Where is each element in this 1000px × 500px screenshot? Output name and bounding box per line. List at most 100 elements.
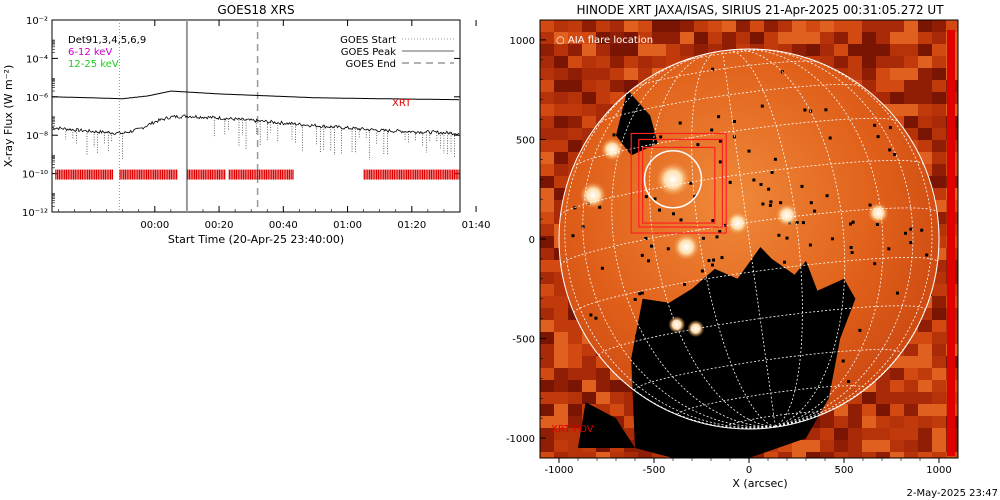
goes-short-channel-line [52,114,460,136]
goes-ytick-label: 10⁻¹² [22,208,48,219]
xrt-pixel-block [540,344,554,356]
xrt-pixel-block [764,32,778,44]
dark-pixel [849,222,852,226]
xrt-pixel-block [554,164,568,176]
dark-pixel [904,231,907,235]
xrt-observation-tick [208,169,210,180]
xrt-pixel-block [932,296,946,308]
xrt-observation-tick [135,169,137,180]
xrt-observation-tick [375,169,378,180]
xrt-observation-tick [420,169,422,180]
goes-long-channel-line [52,90,459,101]
xrt-observation-tick [377,169,380,180]
xrt-pixel-block [890,416,904,428]
xrt-pixel-block [820,44,834,56]
xrt-pixel-block [918,68,932,80]
xrt-pixel-block [834,44,848,56]
xrt-observation-tick [381,169,383,180]
xrt-pixel-block [918,116,932,128]
xrt-pixel-block [848,56,862,68]
xrt-pixel-block [610,32,624,44]
xrt-pixel-block [932,176,946,188]
xrt-observation-tick [199,169,201,180]
xrt-pixel-block [568,104,582,116]
dark-pixel [697,288,701,292]
dark-pixel [696,143,700,147]
xrt-observation-tick [244,169,246,180]
dark-pixel [653,197,657,201]
xrt-pixel-block [778,20,792,32]
xrt-pixel-block [638,56,652,68]
xrt-observation-tick [144,169,146,180]
dark-pixel [834,296,838,300]
xrt-ytick-label: -500 [512,335,535,346]
xrt-pixel-block [652,20,666,32]
xrt-pixel-block [554,296,568,308]
xrt-pixel-block [582,80,596,92]
dark-pixel [896,291,899,295]
xrt-pixel-block [876,56,890,68]
xrt-observation-tick [102,169,105,180]
xrt-pixel-block [904,92,918,104]
dark-pixel [909,241,913,245]
xrt-observation-tick [133,169,135,180]
xrt-observation-tick [174,169,176,180]
xrt-pixel-block [820,440,834,452]
xrt-pixel-block [568,140,582,152]
dark-pixel [773,157,777,161]
coronal-hole [571,67,929,458]
xrt-observation-tick [206,169,208,180]
xrt-pixel-block [918,92,932,104]
xrt-observation-tick [446,169,448,180]
xrt-pixel-block [904,116,918,128]
xrt-pixel-block [540,56,554,68]
dark-pixel [873,262,877,266]
xrt-pixel-block [596,20,610,32]
xrt-observation-tick [158,169,160,180]
xrt-pixel-block [540,284,554,296]
active-region [600,138,624,161]
xrt-observation-tick [265,169,268,180]
dark-pixel [793,395,797,399]
xrt-observation-tick [85,169,87,180]
xrt-observation-tick [288,169,291,180]
dark-pixel [635,334,639,338]
xrt-observation-tick [283,169,285,180]
dark-pixel [685,314,689,318]
active-region [579,181,607,209]
xrt-observation-tick [74,169,76,180]
xrt-observation-tick [237,169,239,180]
xrt-observation-tick [407,169,410,180]
dark-pixel [761,291,765,295]
xrt-pixel-block [554,20,568,32]
xrt-pixel-block [820,32,834,44]
xrt-pixel-block [554,128,568,140]
xrt-pixel-block [540,212,554,224]
xrt-pixel-block [568,116,582,128]
dark-pixel [849,246,853,249]
xrt-pixel-block [638,68,652,80]
xrt-pixel-block [540,416,554,428]
xrt-pixel-block [890,80,904,92]
dark-pixel [711,67,715,71]
xrt-pixel-block [736,20,750,32]
xrt-pixel-block [862,32,876,44]
dark-pixel [600,266,604,270]
xrt-pixel-block [848,428,862,440]
xrt-observation-tick [192,169,194,180]
xrt-observation-tick [278,169,280,180]
xrt-pixel-block [848,404,862,416]
xrt-pixel-block [904,356,918,368]
xrt-observation-tick [241,169,243,180]
xrt-pixel-block [904,344,918,356]
xrt-title: HINODE XRT JAXA/ISAS, SIRIUS 21-Apr-2025… [576,3,944,17]
xrt-pixel-block [876,404,890,416]
dark-pixel [612,133,616,137]
xrt-pixel-block [932,104,946,116]
xrt-xtick-label: 1000 [926,465,951,476]
xrt-pixel-block [834,416,848,428]
xrt-pixel-block [792,32,806,44]
xrt-pixel-block [540,440,554,452]
xrt-pixel-block [596,44,610,56]
xrt-pixel-block [540,104,554,116]
